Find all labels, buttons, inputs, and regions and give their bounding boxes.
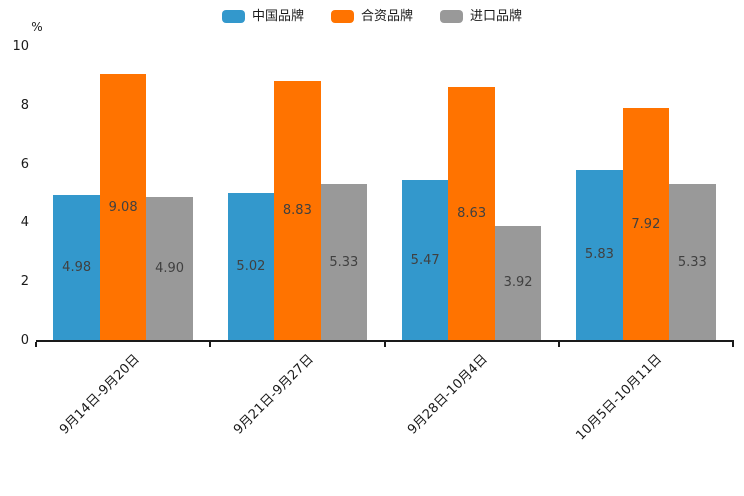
y-tick-label: 0 [20, 333, 29, 348]
legend-item-joint-venture-brand: 合资品牌 [330, 9, 413, 24]
bar [622, 108, 670, 341]
bar-value-label: 8.63 [457, 206, 487, 222]
y-tick-label: 2 [20, 274, 29, 290]
legend-item-china-brand: 中国品牌 [221, 9, 304, 24]
y-tick-label: 8 [20, 97, 29, 113]
bar-value-label: 4.98 [62, 259, 92, 275]
bar [227, 193, 275, 341]
bar [53, 194, 100, 341]
x-tick [209, 342, 212, 347]
bar [448, 87, 495, 341]
bar-value-label: 7.92 [631, 216, 661, 232]
x-tick [383, 342, 386, 347]
bar [146, 196, 193, 341]
chart-legend: 中国品牌 合资品牌 进口品牌 [0, 9, 744, 24]
bar-value-label: 5.83 [584, 247, 614, 263]
x-tick [557, 342, 560, 347]
y-axis-unit-label: % [31, 20, 43, 34]
bar [320, 184, 368, 341]
legend-label: 合资品牌 [360, 9, 413, 24]
x-category-label: 9月14日-9月20日 [56, 351, 143, 438]
legend-swatch-icon [221, 10, 245, 23]
bar-value-label: 8.83 [282, 203, 312, 219]
bar [274, 81, 321, 341]
bar [669, 184, 716, 341]
bar [401, 180, 449, 341]
legend-swatch-icon [330, 10, 354, 23]
bar-value-label: 5.47 [410, 252, 440, 268]
bar-value-label: 9.08 [108, 199, 138, 215]
legend-label: 进口品牌 [470, 9, 523, 24]
x-category-label: 10月5日-10月11日 [573, 351, 666, 444]
y-tick-label: 4 [20, 215, 29, 231]
bar [99, 74, 147, 341]
y-tick-label: 6 [20, 156, 29, 172]
bar-value-label: 5.33 [677, 254, 707, 270]
bar-value-label: 5.02 [236, 259, 266, 275]
x-category-label: 9月21日-9月27日 [231, 351, 317, 438]
bar [494, 225, 542, 341]
x-tick [732, 342, 734, 347]
y-tick-label: 10 [12, 39, 29, 54]
bar-value-label: 5.33 [329, 254, 359, 270]
x-axis-line [36, 340, 734, 342]
bar-value-label: 4.90 [155, 260, 185, 276]
x-tick [35, 342, 37, 347]
legend-label: 中国品牌 [251, 9, 304, 24]
bar [576, 169, 623, 341]
x-category-label: 9月28日-10月4日 [405, 351, 492, 438]
legend-item-import-brand: 进口品牌 [440, 9, 522, 24]
bar-value-label: 3.92 [503, 275, 533, 291]
legend-swatch-icon [440, 10, 463, 23]
